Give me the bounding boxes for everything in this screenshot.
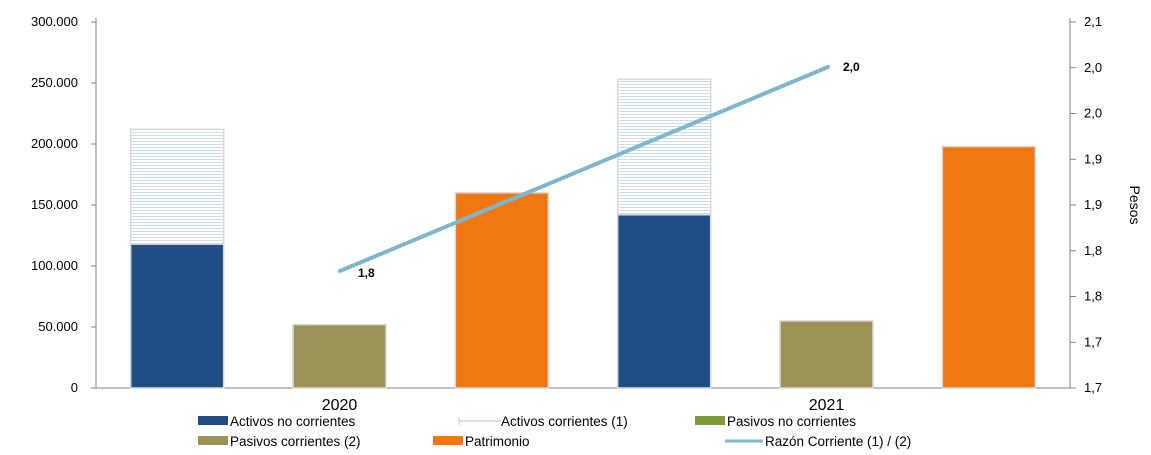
legend-label: Patrimonio bbox=[465, 434, 530, 449]
category-labels: 2020 2021 bbox=[322, 397, 845, 414]
ratio-data-label: 2,0 bbox=[843, 60, 860, 74]
right-tick-label: 1,9 bbox=[1084, 197, 1102, 212]
right-tick-label: 1,7 bbox=[1084, 380, 1102, 395]
legend-label: Activos corrientes (1) bbox=[501, 414, 628, 429]
left-tick-label: 0 bbox=[71, 380, 78, 395]
legend-label: Pasivos corrientes (2) bbox=[230, 434, 361, 449]
legend-swatch bbox=[198, 416, 228, 425]
left-tick-label: 50.000 bbox=[38, 319, 78, 334]
bar-pasivos-corrientes-2-2020 bbox=[292, 323, 387, 389]
category-label: 2021 bbox=[809, 397, 845, 414]
right-tick-label: 1,7 bbox=[1084, 334, 1102, 349]
right-axis-title: Pesos bbox=[1127, 186, 1143, 225]
bar-activos-corrientes-1-2020 bbox=[129, 128, 225, 245]
bar-patrimonio-2020 bbox=[454, 192, 550, 389]
bar-activos-no-corrientes-2020 bbox=[129, 243, 225, 389]
legend: Activos no corrientes Activos corrientes … bbox=[198, 414, 911, 449]
bar-activos-no-corrientes-2021 bbox=[616, 214, 712, 389]
right-tick-label: 2,1 bbox=[1084, 14, 1102, 29]
right-tick-label: 1,8 bbox=[1084, 289, 1102, 304]
right-tick-label: 1,8 bbox=[1084, 243, 1102, 258]
left-tick-label: 200.000 bbox=[31, 136, 78, 151]
bar-patrimonio-2021 bbox=[941, 145, 1037, 389]
bar-pasivos-corrientes-2-2021 bbox=[779, 320, 874, 389]
left-tick-label: 300.000 bbox=[31, 14, 78, 29]
right-tick-label: 1,9 bbox=[1084, 151, 1102, 166]
legend-label: Pasivos no corrientes bbox=[727, 414, 856, 429]
right-tick-label: 2,0 bbox=[1084, 60, 1102, 75]
right-axis: 1,7 1,7 1,8 1,8 1,9 1,9 2,0 2,0 2,1 Pesos bbox=[1069, 14, 1143, 395]
right-tick-label: 2,0 bbox=[1084, 106, 1102, 121]
ratio-data-label: 1,8 bbox=[358, 266, 375, 280]
left-tick-label: 100.000 bbox=[31, 258, 78, 273]
ratio-line: 1,8 2,0 bbox=[338, 60, 860, 280]
legend-swatch bbox=[695, 416, 725, 425]
legend-label: Razón Corriente (1) / (2) bbox=[765, 434, 911, 449]
category-label: 2020 bbox=[322, 397, 358, 414]
legend-swatch bbox=[198, 436, 228, 445]
legend-label: Activos no corrientes bbox=[230, 414, 356, 429]
bars bbox=[129, 78, 1037, 389]
left-tick-label: 150.000 bbox=[31, 197, 78, 212]
ratio-line-path bbox=[338, 65, 830, 273]
legend-swatch bbox=[433, 436, 463, 445]
left-axis: 0 50.000 100.000 150.000 200.000 250.000 300.0… bbox=[31, 14, 97, 395]
left-tick-label: 250.000 bbox=[31, 75, 78, 90]
